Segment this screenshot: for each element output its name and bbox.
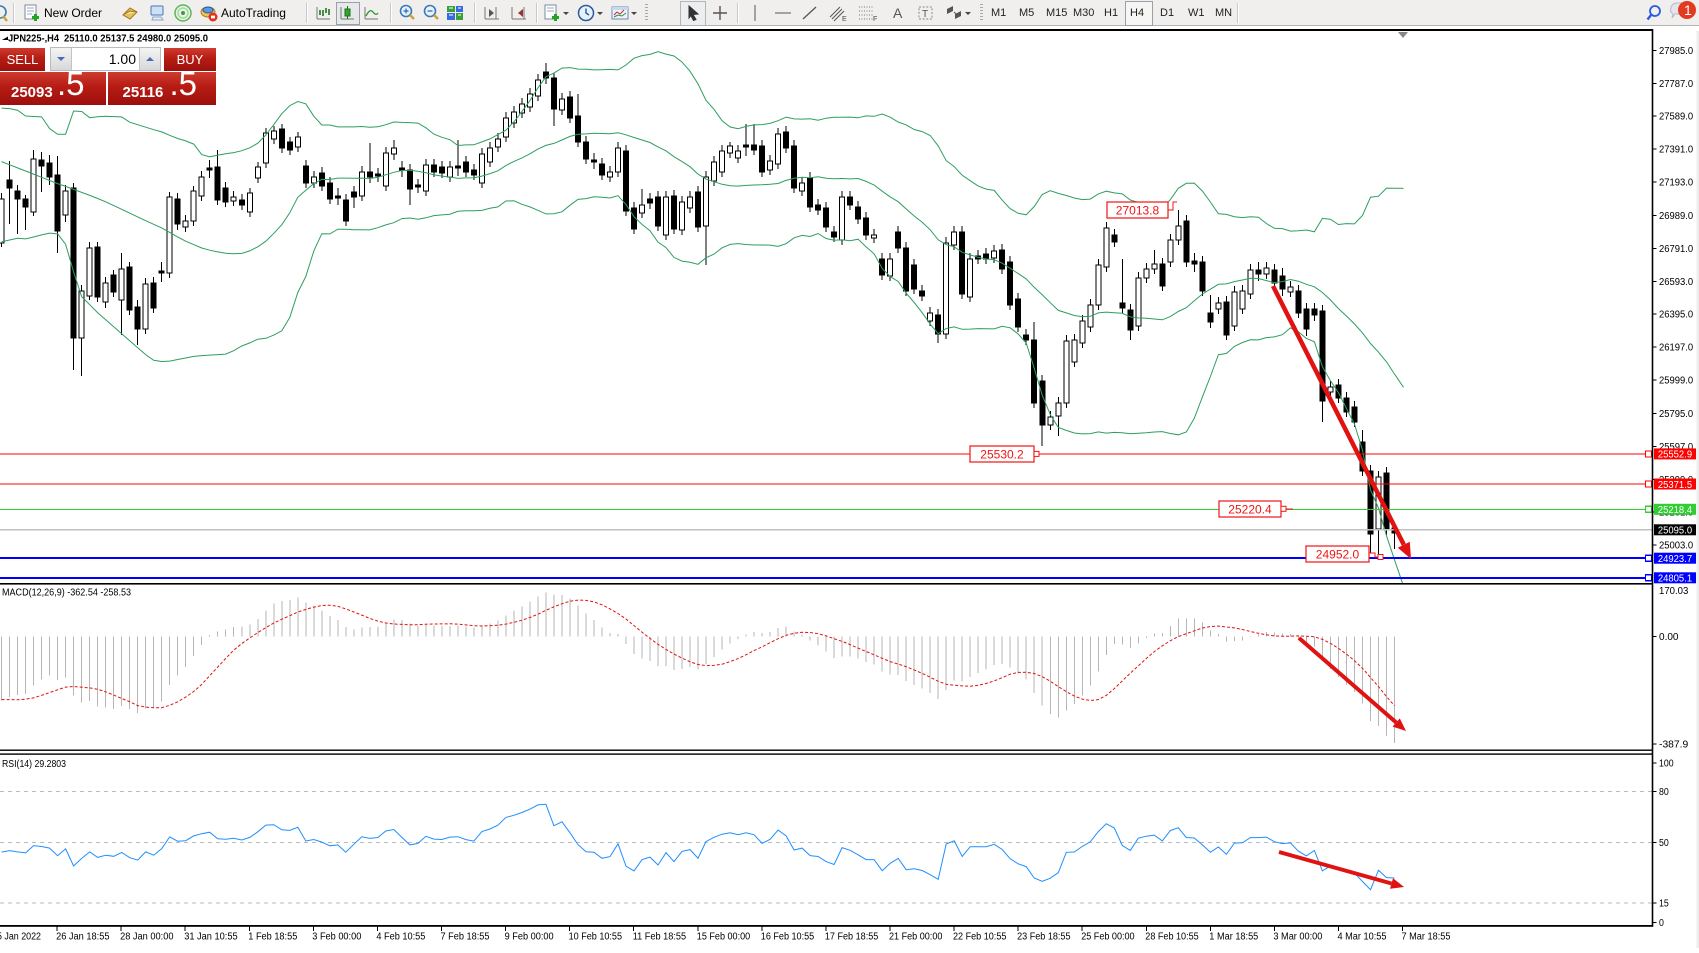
svg-text:E: E [842, 16, 847, 23]
svg-text:26593.0: 26593.0 [1659, 277, 1694, 288]
svg-text:1: 1 [1684, 2, 1692, 18]
svg-text:25530.2: 25530.2 [980, 448, 1024, 462]
svg-text:25795.0: 25795.0 [1659, 409, 1694, 420]
svg-text:26 Jan 18:55: 26 Jan 18:55 [56, 932, 110, 943]
svg-text:27985.0: 27985.0 [1659, 46, 1694, 57]
svg-text:25 Feb 00:00: 25 Feb 00:00 [1081, 932, 1135, 943]
svg-text:26197.0: 26197.0 [1659, 343, 1694, 354]
svg-text:9 Feb 00:00: 9 Feb 00:00 [505, 932, 554, 943]
svg-text:31 Jan 10:55: 31 Jan 10:55 [184, 932, 238, 943]
svg-text:21 Feb 00:00: 21 Feb 00:00 [889, 932, 943, 943]
svg-text:4 Mar 10:55: 4 Mar 10:55 [1338, 932, 1387, 943]
svg-text:MACD(12,26,9) -362.54 -258.53: MACD(12,26,9) -362.54 -258.53 [2, 587, 131, 599]
svg-text:1 Feb 18:55: 1 Feb 18:55 [248, 932, 297, 943]
svg-text:17 Feb 18:55: 17 Feb 18:55 [825, 932, 879, 943]
svg-text:3 Feb 00:00: 3 Feb 00:00 [312, 932, 361, 943]
svg-text:25220.4: 25220.4 [1228, 503, 1272, 517]
svg-text:0: 0 [1659, 918, 1664, 929]
svg-text:25552.9: 25552.9 [1658, 450, 1693, 461]
svg-text:3 Mar 00:00: 3 Mar 00:00 [1273, 932, 1322, 943]
svg-text:JPN225-,H4: JPN225-,H4 [8, 34, 59, 45]
svg-text:25999.0: 25999.0 [1659, 375, 1694, 386]
svg-text:100: 100 [1659, 759, 1674, 770]
svg-text:F: F [873, 16, 877, 23]
svg-text:RSI(14) 29.2803: RSI(14) 29.2803 [2, 758, 66, 770]
svg-text:T: T [922, 9, 928, 20]
svg-text:A: A [893, 5, 903, 21]
svg-text:27589.0: 27589.0 [1659, 112, 1694, 123]
svg-text:27391.0: 27391.0 [1659, 145, 1694, 156]
svg-text:11 Feb 18:55: 11 Feb 18:55 [633, 932, 687, 943]
svg-text:25 Jan 2022: 25 Jan 2022 [0, 932, 41, 943]
svg-text:23 Feb 18:55: 23 Feb 18:55 [1017, 932, 1071, 943]
svg-text:27013.8: 27013.8 [1116, 204, 1160, 218]
svg-text:24952.0: 24952.0 [1316, 548, 1360, 562]
svg-text:-387.9: -387.9 [1659, 739, 1689, 750]
svg-text:27787.0: 27787.0 [1659, 79, 1694, 90]
svg-text:25003.0: 25003.0 [1659, 541, 1694, 552]
svg-text:26791.0: 26791.0 [1659, 244, 1694, 255]
svg-text:24923.7: 24923.7 [1658, 554, 1693, 565]
svg-text:25371.5: 25371.5 [1658, 480, 1693, 491]
svg-text:22 Feb 10:55: 22 Feb 10:55 [953, 932, 1007, 943]
svg-text:7 Mar 18:55: 7 Mar 18:55 [1402, 932, 1451, 943]
svg-text:0.00: 0.00 [1659, 632, 1679, 643]
svg-text:26395.0: 26395.0 [1659, 310, 1694, 321]
svg-text:7 Feb 18:55: 7 Feb 18:55 [441, 932, 490, 943]
svg-text:10 Feb 10:55: 10 Feb 10:55 [569, 932, 623, 943]
svg-text:4 Feb 10:55: 4 Feb 10:55 [376, 932, 425, 943]
svg-text:28 Feb 10:55: 28 Feb 10:55 [1145, 932, 1199, 943]
svg-text:16 Feb 10:55: 16 Feb 10:55 [761, 932, 815, 943]
svg-text:170.03: 170.03 [1659, 586, 1689, 597]
svg-text:80: 80 [1659, 787, 1669, 798]
svg-text:25095.0: 25095.0 [1658, 526, 1693, 537]
svg-text:15 Feb 00:00: 15 Feb 00:00 [697, 932, 751, 943]
svg-text:50: 50 [1659, 838, 1669, 849]
svg-text:25218.4: 25218.4 [1658, 505, 1693, 516]
svg-text:15: 15 [1659, 899, 1669, 910]
svg-text:1 Mar 18:55: 1 Mar 18:55 [1209, 932, 1258, 943]
svg-text:28 Jan 00:00: 28 Jan 00:00 [120, 932, 174, 943]
svg-text:26989.0: 26989.0 [1659, 211, 1694, 222]
svg-text:24805.1: 24805.1 [1658, 574, 1693, 585]
svg-text:27193.0: 27193.0 [1659, 177, 1694, 188]
svg-text:25110.0 25137.5 24980.0 25095.: 25110.0 25137.5 24980.0 25095.0 [64, 34, 208, 45]
